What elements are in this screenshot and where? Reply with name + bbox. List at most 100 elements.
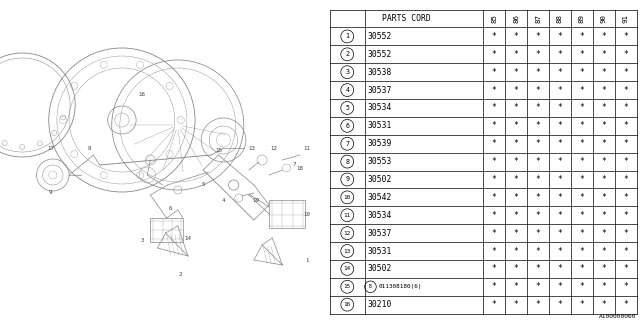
Text: *: * bbox=[492, 193, 497, 202]
Text: *: * bbox=[492, 211, 497, 220]
Text: *: * bbox=[623, 50, 628, 59]
Text: *: * bbox=[579, 211, 584, 220]
Text: *: * bbox=[492, 157, 497, 166]
Text: *: * bbox=[536, 121, 541, 130]
Text: 30502: 30502 bbox=[367, 175, 392, 184]
Text: 9: 9 bbox=[49, 189, 52, 195]
Text: B: B bbox=[369, 284, 372, 289]
Text: 2: 2 bbox=[179, 273, 182, 277]
Text: *: * bbox=[602, 32, 606, 41]
Text: 30539: 30539 bbox=[367, 139, 392, 148]
Text: *: * bbox=[602, 246, 606, 255]
Text: 7: 7 bbox=[345, 141, 349, 147]
Text: *: * bbox=[536, 264, 541, 273]
Text: 88: 88 bbox=[557, 14, 563, 23]
Text: *: * bbox=[579, 157, 584, 166]
Text: *: * bbox=[557, 32, 563, 41]
Text: *: * bbox=[492, 282, 497, 291]
Text: *: * bbox=[579, 103, 584, 112]
Text: 12: 12 bbox=[271, 146, 278, 150]
Text: 1: 1 bbox=[305, 258, 308, 262]
Text: *: * bbox=[492, 85, 497, 95]
Text: 30552: 30552 bbox=[367, 50, 392, 59]
Text: *: * bbox=[602, 300, 606, 309]
Text: 30531: 30531 bbox=[367, 246, 392, 255]
Text: *: * bbox=[492, 103, 497, 112]
Text: *: * bbox=[579, 228, 584, 238]
Text: *: * bbox=[492, 32, 497, 41]
Text: *: * bbox=[623, 139, 628, 148]
Text: *: * bbox=[579, 300, 584, 309]
Text: *: * bbox=[579, 50, 584, 59]
Text: *: * bbox=[514, 85, 518, 95]
Text: 8: 8 bbox=[345, 159, 349, 164]
Text: *: * bbox=[514, 121, 518, 130]
Text: *: * bbox=[492, 175, 497, 184]
Text: 30531: 30531 bbox=[367, 121, 392, 130]
Text: 11: 11 bbox=[344, 213, 351, 218]
Text: *: * bbox=[536, 139, 541, 148]
Text: *: * bbox=[623, 300, 628, 309]
Text: *: * bbox=[514, 157, 518, 166]
Text: *: * bbox=[623, 85, 628, 95]
Text: 30210: 30210 bbox=[367, 300, 392, 309]
Text: *: * bbox=[579, 193, 584, 202]
Text: *: * bbox=[492, 139, 497, 148]
Text: 30502: 30502 bbox=[367, 264, 392, 273]
Text: *: * bbox=[536, 228, 541, 238]
Text: 30537: 30537 bbox=[367, 85, 392, 95]
Text: 4: 4 bbox=[345, 87, 349, 93]
Text: *: * bbox=[492, 246, 497, 255]
Text: *: * bbox=[602, 264, 606, 273]
Text: *: * bbox=[514, 103, 518, 112]
Text: 30537: 30537 bbox=[367, 228, 392, 238]
Text: 2: 2 bbox=[345, 51, 349, 57]
Text: 5: 5 bbox=[345, 105, 349, 111]
Text: PARTS CORD: PARTS CORD bbox=[382, 14, 431, 23]
Text: *: * bbox=[514, 246, 518, 255]
Bar bbox=[150, 218, 183, 242]
Text: 10: 10 bbox=[344, 195, 351, 200]
Text: *: * bbox=[602, 68, 606, 77]
Text: 3: 3 bbox=[140, 237, 144, 243]
Text: 90: 90 bbox=[601, 14, 607, 23]
Text: 89: 89 bbox=[579, 14, 585, 23]
Text: *: * bbox=[557, 282, 563, 291]
Text: *: * bbox=[492, 264, 497, 273]
Text: *: * bbox=[492, 50, 497, 59]
Text: *: * bbox=[492, 300, 497, 309]
Text: 12: 12 bbox=[344, 231, 351, 236]
Text: *: * bbox=[514, 264, 518, 273]
Text: 16: 16 bbox=[139, 92, 146, 98]
Text: *: * bbox=[536, 300, 541, 309]
Text: *: * bbox=[514, 50, 518, 59]
Text: 16: 16 bbox=[344, 302, 351, 307]
Text: *: * bbox=[602, 228, 606, 238]
Text: 13: 13 bbox=[248, 146, 255, 150]
Text: *: * bbox=[623, 282, 628, 291]
Text: *: * bbox=[557, 121, 563, 130]
Text: 13: 13 bbox=[344, 249, 351, 253]
Text: *: * bbox=[557, 103, 563, 112]
Text: 15: 15 bbox=[215, 148, 222, 153]
Text: *: * bbox=[536, 32, 541, 41]
Text: *: * bbox=[514, 68, 518, 77]
Text: *: * bbox=[623, 246, 628, 255]
Text: *: * bbox=[602, 103, 606, 112]
Text: *: * bbox=[536, 68, 541, 77]
Text: A100000060: A100000060 bbox=[599, 314, 637, 319]
Text: *: * bbox=[602, 193, 606, 202]
Text: 17: 17 bbox=[47, 146, 54, 150]
Text: *: * bbox=[514, 193, 518, 202]
Text: *: * bbox=[623, 193, 628, 202]
Text: 7: 7 bbox=[293, 163, 296, 167]
Text: *: * bbox=[514, 139, 518, 148]
Text: *: * bbox=[579, 85, 584, 95]
Text: *: * bbox=[602, 157, 606, 166]
Text: *: * bbox=[623, 175, 628, 184]
Text: 4: 4 bbox=[221, 197, 225, 203]
Text: *: * bbox=[492, 228, 497, 238]
Bar bbox=[269, 200, 305, 228]
Text: 9: 9 bbox=[345, 177, 349, 182]
Text: *: * bbox=[623, 103, 628, 112]
